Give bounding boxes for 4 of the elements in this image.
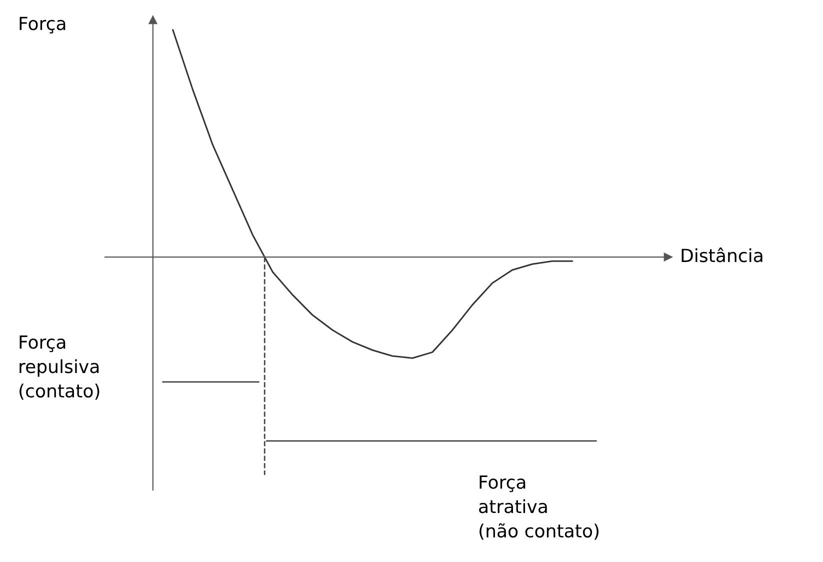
- text: Distância: [682, 248, 762, 262]
- text: Força: [20, 16, 66, 34]
- text: Força atrativa (não contato): [479, 475, 599, 540]
- text: Força repulsiva (contato): [20, 335, 100, 400]
